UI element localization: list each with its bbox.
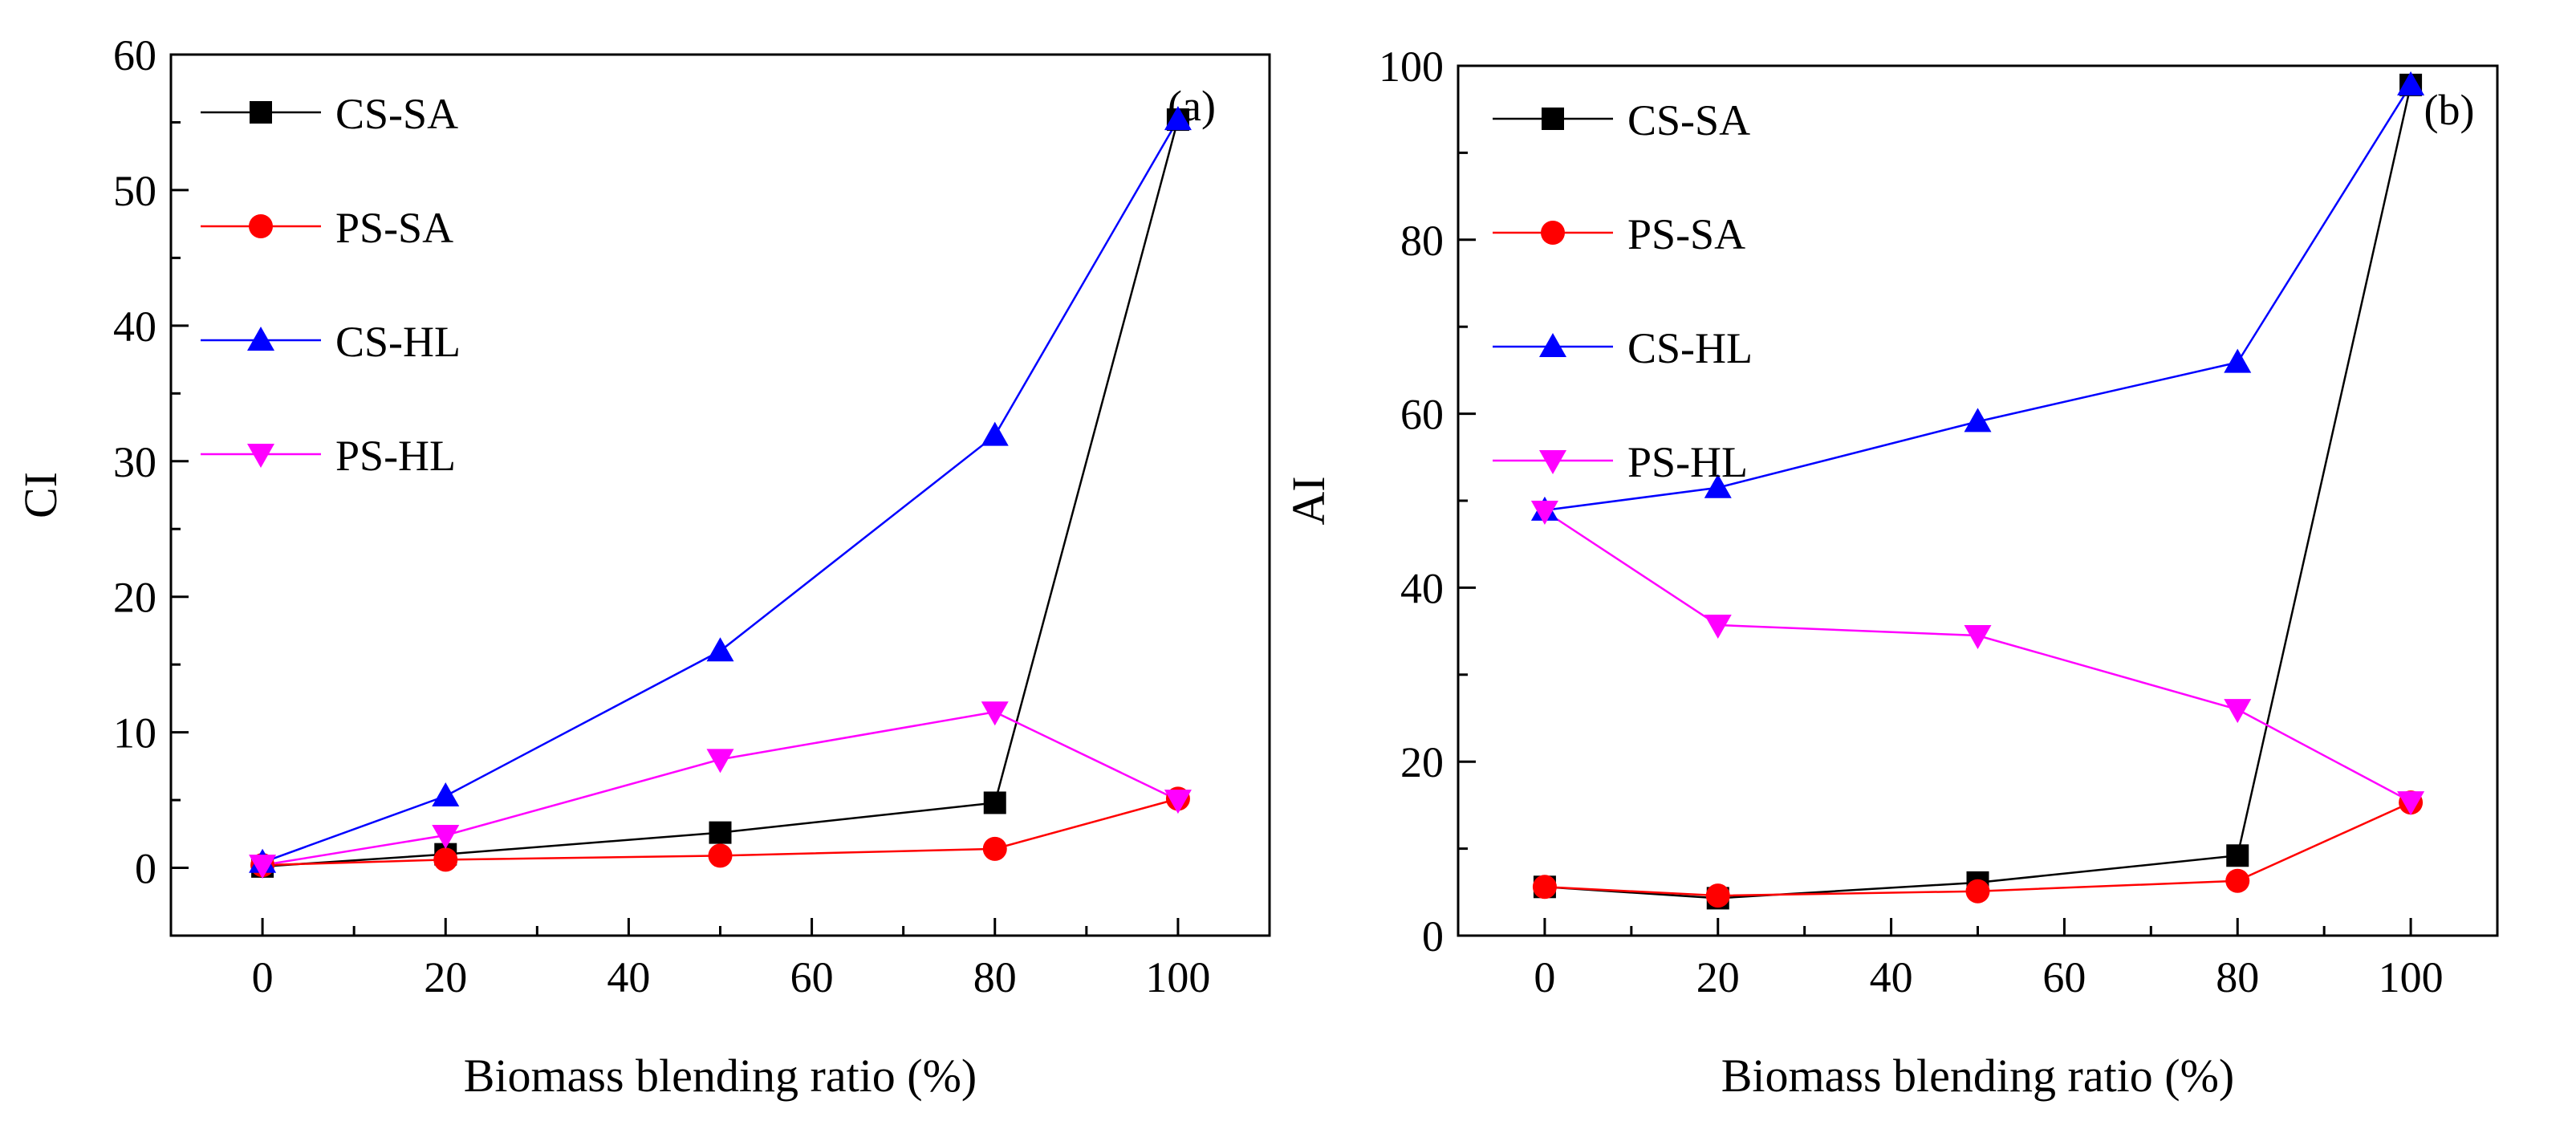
series-line-cs-sa — [1544, 84, 2412, 900]
y-axis-title: CI — [14, 472, 67, 518]
data-point-ps-hl — [2224, 699, 2252, 724]
y-tick-label: 20 — [113, 574, 156, 622]
data-point-cs-hl — [1164, 106, 1192, 131]
legend-marker — [250, 101, 272, 124]
data-point-ps-hl — [2397, 791, 2425, 816]
legend-label: CS-HL — [1627, 324, 1753, 372]
data-point-cs-hl — [2397, 71, 2425, 95]
legend-marker — [247, 444, 274, 468]
x-tick-label: 80 — [973, 953, 1017, 1001]
legend-label: PS-HL — [335, 432, 456, 480]
data-point-ps-hl — [981, 701, 1009, 726]
y-tick-label: 80 — [1400, 217, 1444, 265]
data-point-ps-hl — [432, 824, 460, 849]
data-point-cs-hl — [981, 421, 1009, 446]
data-point-cs-hl — [1964, 408, 1992, 433]
data-point-ps-hl — [1164, 790, 1192, 814]
data-point-ps-sa — [708, 843, 733, 868]
x-tick-label: 100 — [1145, 953, 1210, 1001]
y-tick-label: 10 — [113, 709, 156, 757]
y-tick-label: 30 — [113, 438, 156, 486]
y-tick-label: 0 — [1422, 912, 1444, 960]
y-tick-label: 50 — [113, 167, 156, 215]
series-line-ps-hl — [1544, 510, 2411, 803]
panel-tag: (b) — [2424, 86, 2475, 134]
legend-marker — [1539, 333, 1566, 357]
x-tick-label: 0 — [1534, 953, 1555, 1001]
data-point-ps-hl — [1530, 501, 1558, 526]
data-point-ps-sa — [1965, 879, 1990, 904]
x-tick-label: 40 — [1870, 953, 1913, 1001]
x-tick-label: 0 — [252, 953, 274, 1001]
x-tick-label: 80 — [2216, 953, 2259, 1001]
data-point-cs-hl — [2224, 348, 2252, 373]
data-point-ps-sa — [433, 847, 458, 872]
data-point-cs-sa — [983, 791, 1006, 814]
legend: CS-SA PS-SA CS-HL PS-HL — [1493, 96, 1753, 486]
data-point-ps-hl — [1704, 615, 1732, 640]
y-tick-label: 20 — [1400, 738, 1444, 786]
legend-label: PS-SA — [335, 204, 453, 252]
data-point-ps-sa — [982, 836, 1007, 861]
x-tick-label: 60 — [790, 953, 834, 1001]
data-point-ps-sa — [2225, 868, 2250, 893]
chart-panel-a: 0 20 40 60 80 100 0 10 20 30 40 50 60 Biomass blendin… — [14, 31, 1271, 1102]
y-axis-title: AI — [1282, 476, 1335, 525]
data-point-ps-sa — [1705, 883, 1730, 908]
legend-marker — [1539, 450, 1566, 474]
data-point-ps-hl — [706, 749, 734, 774]
x-tick-label: 20 — [424, 953, 467, 1001]
y-tick-label: 60 — [1400, 391, 1444, 439]
x-tick-label: 60 — [2042, 953, 2086, 1001]
x-axis-title: Biomass blending ratio (%) — [1721, 1050, 2235, 1102]
data-point-ps-sa — [1532, 875, 1557, 900]
legend: CS-SA PS-SA CS-HL PS-HL — [201, 90, 461, 480]
plot-frame — [169, 53, 1271, 937]
legend-label: CS-SA — [1627, 96, 1750, 144]
y-tick-label: 40 — [113, 303, 156, 351]
data-point-cs-hl — [706, 637, 734, 662]
legend-label: CS-SA — [335, 90, 458, 138]
legend-label: PS-HL — [1627, 438, 1748, 486]
data-point-cs-hl — [1704, 473, 1732, 498]
legend-label: CS-HL — [335, 318, 461, 366]
chart-panel-b: 0 20 40 60 80 100 0 20 40 60 80 100 Biomass blending… — [1282, 43, 2499, 1102]
legend-marker — [1542, 108, 1564, 130]
x-tick-label: 100 — [2379, 953, 2444, 1001]
legend-label: PS-SA — [1627, 210, 1745, 258]
data-point-cs-sa — [2226, 844, 2249, 867]
data-point-cs-sa — [709, 821, 732, 844]
y-tick-label: 60 — [113, 31, 156, 79]
x-axis-title: Biomass blending ratio (%) — [464, 1050, 977, 1102]
x-tick-label: 20 — [1696, 953, 1740, 1001]
y-tick-label: 0 — [135, 845, 156, 893]
data-point-cs-hl — [432, 782, 460, 807]
data-point-ps-hl — [249, 855, 277, 879]
y-tick-label: 100 — [1379, 43, 1444, 91]
legend-marker — [1541, 221, 1565, 245]
legend-marker — [247, 327, 274, 351]
legend-marker — [249, 214, 273, 238]
x-tick-label: 40 — [607, 953, 650, 1001]
data-point-ps-hl — [1964, 625, 1992, 650]
y-tick-label: 40 — [1400, 564, 1444, 612]
